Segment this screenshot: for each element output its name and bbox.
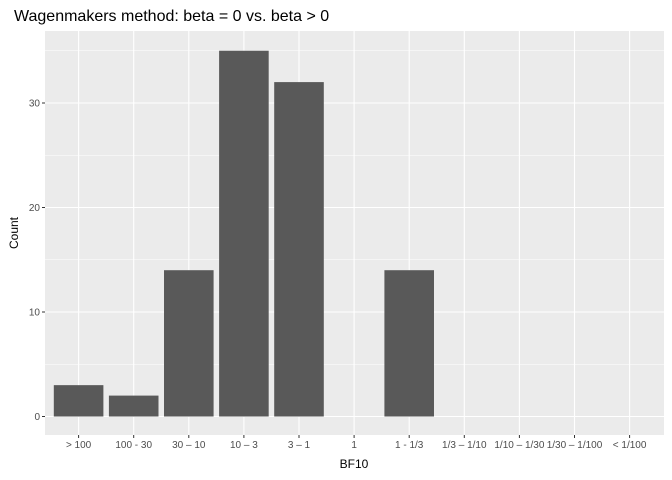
x-axis: > 100 100 - 30 30 – 10 10 – 3 3 – 1 1 1 - 1/3 1… [66, 435, 647, 451]
bar [108, 395, 159, 417]
bar [274, 82, 324, 417]
y-tick-label: 10 [29, 308, 41, 319]
x-tick-label: 10 – 3 [230, 440, 258, 451]
y-axis: 0 10 20 30 [29, 99, 45, 423]
chart-title: Wagenmakers method: beta = 0 vs. beta > … [14, 8, 329, 25]
y-tick-label: 0 [34, 412, 40, 423]
x-tick-label: 1/10 – 1/30 [494, 440, 544, 451]
bar [384, 270, 434, 417]
x-tick-label: 1/3 – 1/10 [442, 440, 487, 451]
x-tick-label: 100 - 30 [115, 440, 152, 451]
x-tick-label: 1/30 – 1/100 [547, 440, 603, 451]
bars [53, 50, 434, 417]
x-axis-title: BF10 [340, 457, 369, 471]
bar [219, 50, 269, 417]
x-tick-label: > 100 [66, 440, 92, 451]
y-axis-title: Count [7, 216, 21, 249]
bar [164, 270, 214, 417]
x-tick-label: 1 [351, 440, 357, 451]
y-tick-label: 30 [29, 99, 41, 110]
x-tick-label: < 1/100 [613, 440, 647, 451]
x-tick-label: 1 - 1/3 [395, 440, 424, 451]
x-tick-label: 30 – 10 [172, 440, 206, 451]
y-tick-label: 20 [29, 203, 41, 214]
bar [53, 385, 104, 417]
x-tick-label: 3 – 1 [288, 440, 311, 451]
